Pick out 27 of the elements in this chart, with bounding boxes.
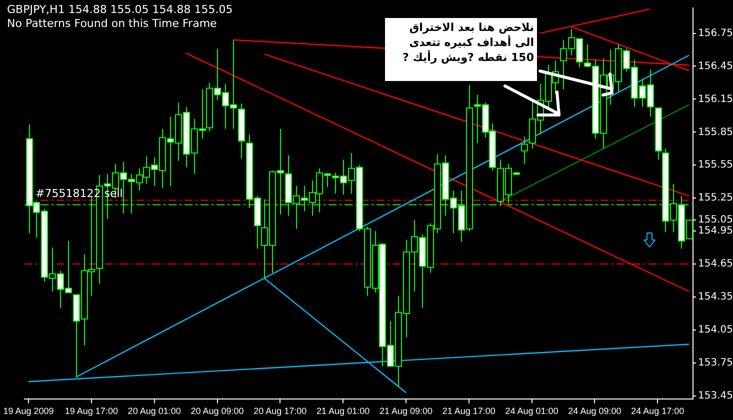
text: No Patterns Found on this Time Frame [6,17,218,30]
x-tick-label: 19 Aug 17:00 [64,406,118,416]
y-tick-label: 153.75 [698,358,733,369]
y-tick-label: 155.05 [698,214,733,226]
y-tick-label: 154.65 [698,258,733,270]
y-tick-label: 155.85 [698,126,733,138]
y-tick-label: 154.95 [698,226,733,237]
y-tick-label: 154.05 [698,324,733,336]
y-tick-label: 153.45 [698,390,733,402]
x-tick-label: 24 Aug 09:00 [568,406,622,416]
x-tick-label: 24 Aug 17:00 [631,406,684,416]
y-tick-label: 155.55 [698,160,733,171]
x-tick-label: 20 Aug 17:00 [254,406,307,416]
x-tick-label: 21 Aug 01:00 [316,406,370,416]
y-tick-label: 154.35 [698,292,733,303]
y-tick-label: 155.25 [698,192,733,204]
x-tick-label: 19 Aug 2009 [3,406,54,416]
x-tick-label: 20 Aug 09:00 [190,406,244,416]
chart-title: GBPJPY,H1 154.88 155.05 154.88 155.05 [6,3,234,16]
annotation: نلاحض هنا بعد الاختراق الى أهداف كبيره تتعدى 150 نقطه ?ويش رأيك ? [385,18,537,81]
y-tick-label: 156.75 [698,28,733,39]
y-tick-label: 156.45 [698,60,733,72]
x-tick-label: 21 Aug 17:00 [442,406,496,416]
x-tick-label: 20 Aug 01:00 [128,406,181,416]
x-tick-label: 21 Aug 09:00 [379,406,433,416]
y-tick-label: 156.15 [698,94,733,105]
x-tick-label: 24 Aug 01:00 [505,406,558,416]
